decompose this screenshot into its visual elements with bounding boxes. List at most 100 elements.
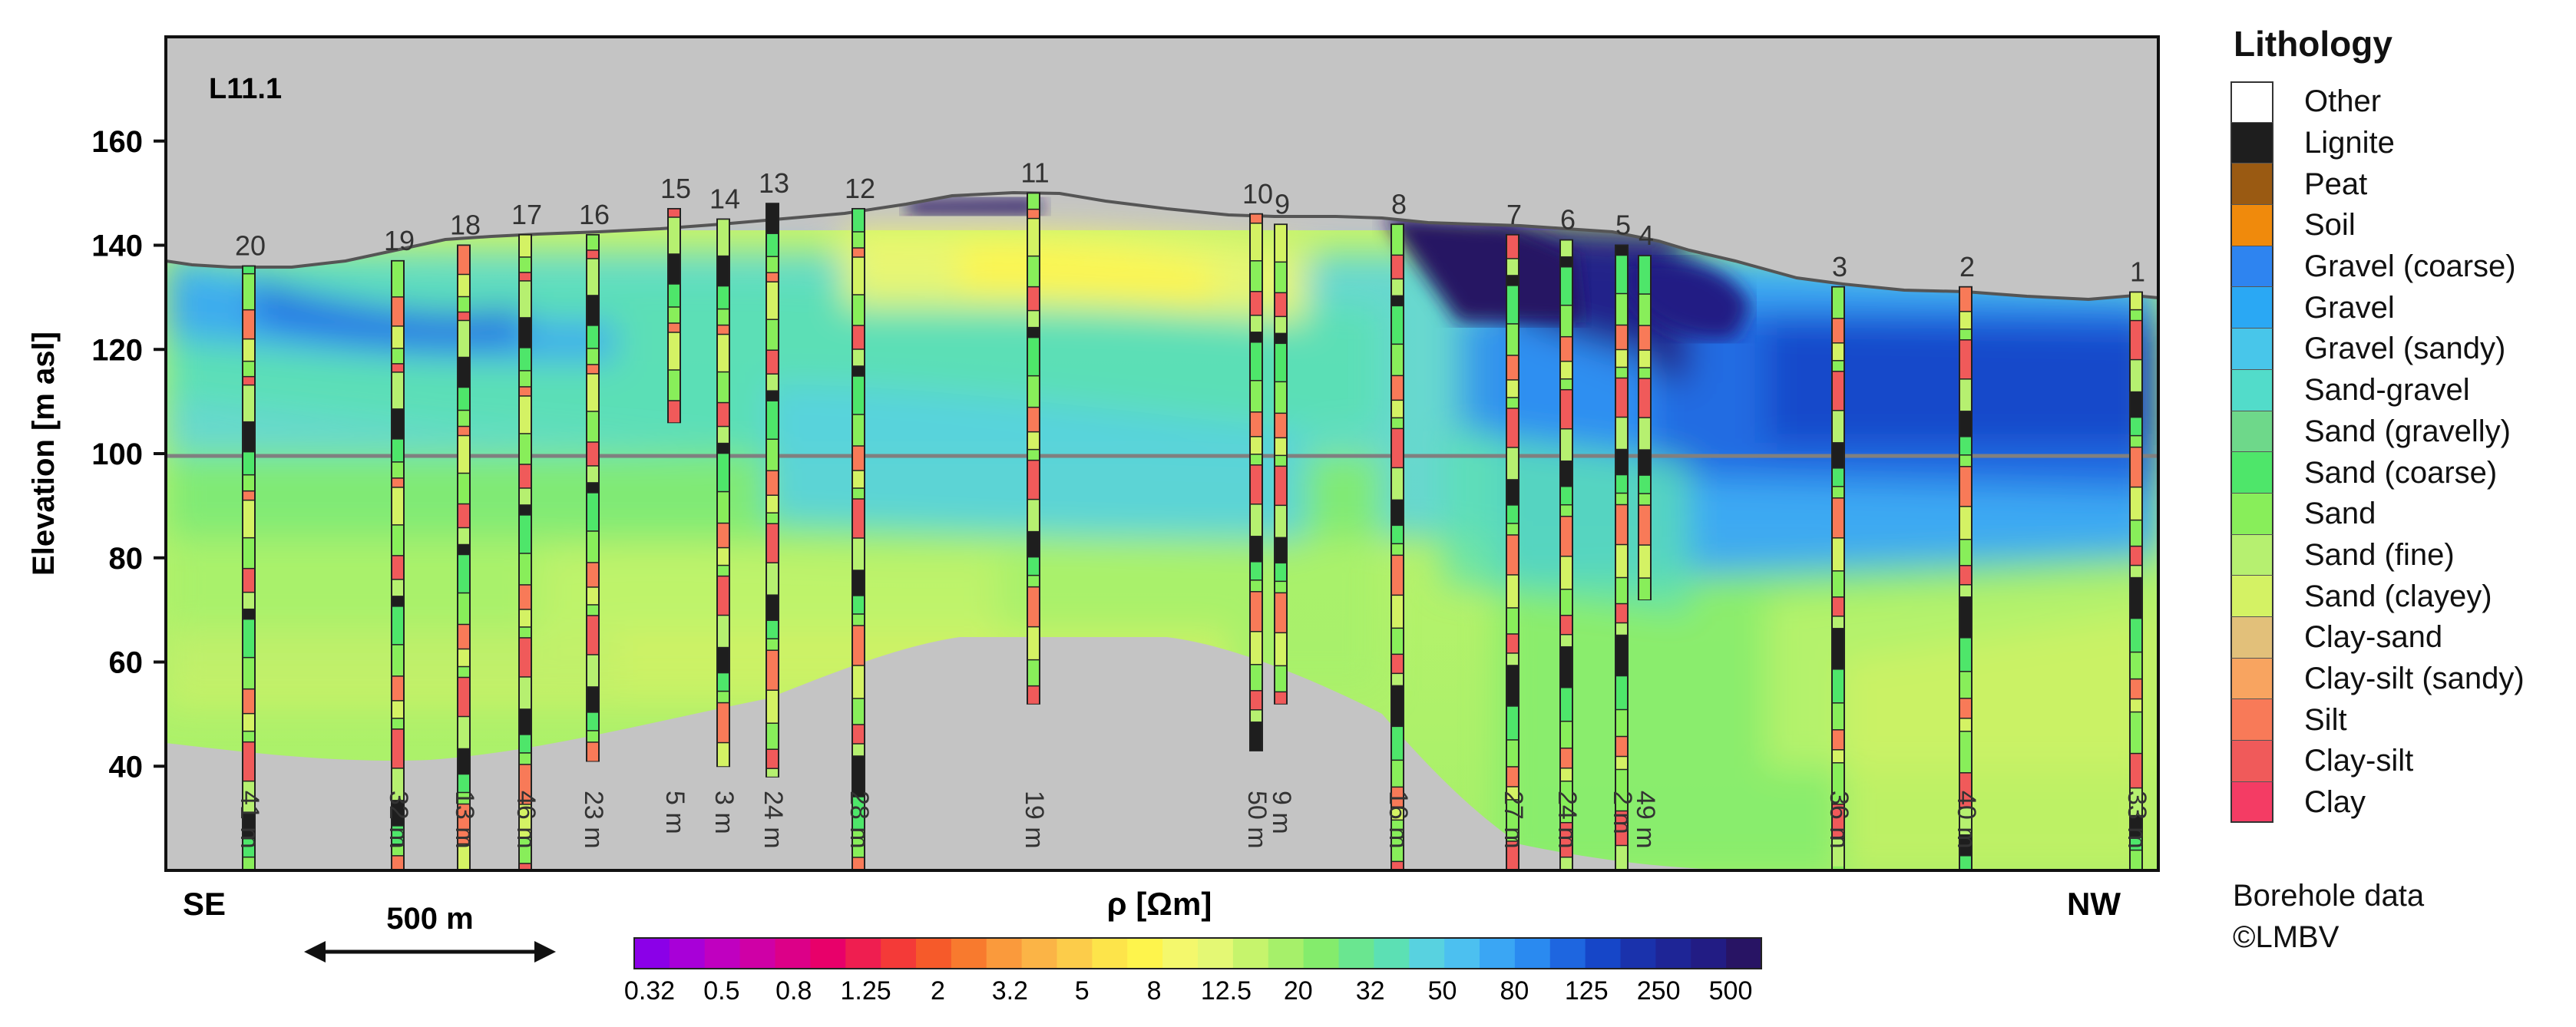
colorbar-tick-label: 125 <box>1565 976 1609 1006</box>
borehole-layer <box>587 465 598 483</box>
borehole-layer <box>1960 436 1971 455</box>
borehole-layer <box>1251 722 1262 751</box>
y-tick-label: 140 <box>91 230 143 263</box>
borehole-layer <box>1960 411 1971 437</box>
borehole-layer <box>1639 418 1650 451</box>
borehole-id: 18 <box>450 210 481 241</box>
borehole-layer <box>1561 768 1572 781</box>
borehole-layer <box>1392 224 1403 256</box>
borehole-layer <box>1028 193 1039 210</box>
borehole-layer <box>1616 378 1627 418</box>
borehole-layer <box>718 443 729 454</box>
borehole-layer <box>1561 486 1572 505</box>
borehole-layer <box>853 231 864 248</box>
credit-line-2: ©LMBV <box>2233 920 2340 954</box>
borehole-layer <box>1392 807 1403 821</box>
borehole-layer <box>1616 709 1627 737</box>
borehole-depth-label: 24 m <box>759 791 788 849</box>
borehole-layer <box>1561 646 1572 688</box>
borehole-layer <box>1507 504 1518 523</box>
borehole-layer <box>587 492 598 531</box>
borehole-layer <box>458 435 469 474</box>
borehole-17 <box>518 233 532 870</box>
borehole-layer <box>1960 807 1971 835</box>
borehole-id: 16 <box>579 199 610 230</box>
lithology-legend-title: Lithology <box>2234 24 2392 64</box>
colorbar-cell <box>1162 938 1199 969</box>
borehole-layer <box>1561 336 1572 362</box>
borehole-layer <box>1028 375 1039 408</box>
borehole-layer <box>1028 449 1039 461</box>
borehole-layer <box>458 274 469 297</box>
borehole-layer <box>243 537 254 569</box>
borehole-layer <box>718 402 729 427</box>
legend-row: Sand <box>2230 493 2568 535</box>
borehole-19 <box>391 259 405 870</box>
borehole-layer <box>669 208 680 217</box>
borehole-layer <box>853 724 864 744</box>
direction-left-label: SE <box>183 886 226 922</box>
borehole-layer <box>1960 834 1971 856</box>
borehole-layer <box>853 698 864 725</box>
borehole-id: 13 <box>759 167 789 199</box>
borehole-layer <box>2131 788 2141 816</box>
borehole-layer <box>458 677 469 717</box>
scale-bar-right-arrow <box>534 941 556 963</box>
colorbar: ρ [Ωm] 0.32 0.5 0.8 1.25 2 3.2 5 8 12.5 20 32 50 80 1… <box>624 886 1762 1006</box>
borehole-9 <box>1274 223 1288 705</box>
borehole-layer <box>1561 504 1572 517</box>
legend-label: Clay <box>2304 785 2366 820</box>
colorbar-ticks: 0.32 0.5 0.8 1.25 2 3.2 5 8 12.5 20 32 50 80 125 250 50… <box>624 976 1752 1006</box>
credit-line-1: Borehole data <box>2233 879 2425 913</box>
borehole-layer <box>1833 537 1844 571</box>
borehole-layer <box>1392 654 1403 674</box>
colorbar-tick-label: 500 <box>1709 976 1753 1006</box>
borehole-layer <box>1639 450 1650 476</box>
borehole-layer <box>853 325 864 349</box>
borehole-layer <box>1028 407 1039 432</box>
borehole-layer <box>392 438 403 462</box>
borehole-layer <box>2131 391 2141 418</box>
borehole-layer <box>1960 671 1971 698</box>
colorbar-tick-label: 20 <box>1284 976 1313 1006</box>
legend-row: Clay <box>2230 781 2568 824</box>
borehole-layer <box>718 426 729 444</box>
colorbar-cell <box>1092 938 1128 969</box>
borehole-layer <box>1507 799 1518 841</box>
borehole-layer <box>392 325 403 348</box>
borehole-layer <box>718 309 729 325</box>
borehole-layer <box>520 370 531 387</box>
colorbar-cell <box>1655 938 1691 969</box>
colorbar-cell <box>1127 938 1163 969</box>
borehole-layer <box>458 504 469 528</box>
borehole-id: 7 <box>1506 199 1522 230</box>
borehole-depth-label: 32 m <box>384 791 413 849</box>
borehole-layer <box>1833 486 1844 498</box>
legend-row: Gravel (coarse) <box>2230 246 2568 288</box>
borehole-layer <box>2131 520 2141 547</box>
borehole-depth-label: 28 m <box>845 791 874 849</box>
borehole-id: 1 <box>2130 256 2145 288</box>
borehole-layer <box>243 838 254 857</box>
borehole-layer <box>1028 586 1039 627</box>
borehole-layer <box>1616 367 1627 378</box>
borehole-depth-label: 5 m <box>660 791 689 834</box>
borehole-2 <box>1959 286 1973 870</box>
legend-swatch <box>2230 741 2273 782</box>
legend-row: Gravel (sandy) <box>2230 329 2568 370</box>
borehole-layer <box>587 654 598 687</box>
legend-swatch <box>2230 287 2273 329</box>
borehole-layer <box>1639 256 1650 295</box>
legend-swatch <box>2230 616 2273 659</box>
borehole-layer <box>392 348 403 364</box>
borehole-layer <box>392 363 403 372</box>
borehole-layer <box>587 364 598 374</box>
borehole-layer <box>1639 378 1650 418</box>
borehole-layer <box>1833 669 1844 703</box>
model-base <box>166 637 1766 870</box>
borehole-1 <box>2129 291 2143 870</box>
borehole-layer <box>767 690 778 724</box>
borehole-layer <box>1392 255 1403 279</box>
borehole-layer <box>1028 531 1039 557</box>
borehole-depth-label: 24 m <box>1553 791 1582 849</box>
